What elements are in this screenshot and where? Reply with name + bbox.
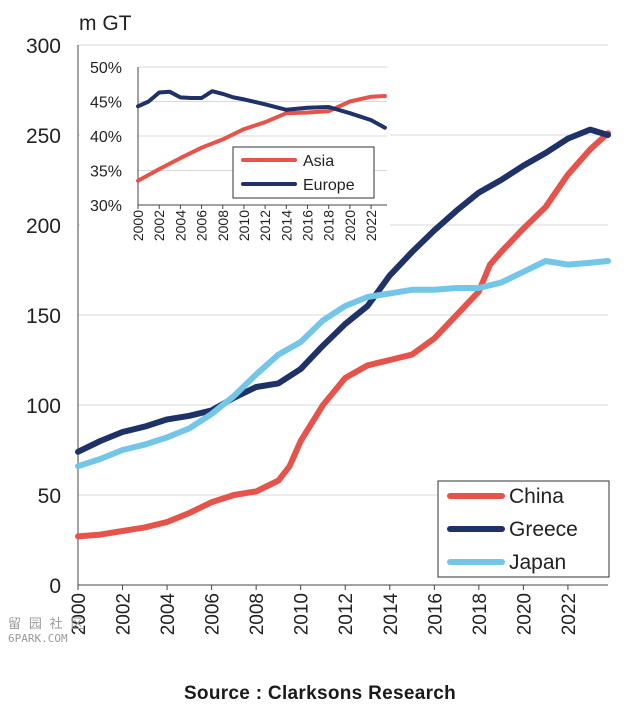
inset-x-tick-label: 2006 <box>194 210 210 241</box>
series-line-greece <box>75 126 611 455</box>
watermark-line-2: 6PARK.COM <box>8 632 68 645</box>
inset-y-tick-label: 35% <box>90 164 122 181</box>
source-caption: Source : Clarksons Research <box>183 683 457 704</box>
watermark: 留 园 社 区 6PARK.COM <box>8 618 83 646</box>
x-tick-label: 2012 <box>336 593 357 635</box>
inset-x-tick-label: 2004 <box>172 210 188 241</box>
y-tick-label: 200 <box>26 215 61 238</box>
inset-legend-label-europe: Europe <box>303 177 355 194</box>
inset-x-tick-label: 2008 <box>215 210 231 241</box>
legend-label-japan: Japan <box>509 551 566 574</box>
inset-x-tick-label: 2016 <box>300 210 316 241</box>
series-line-china <box>75 130 611 540</box>
inset-series-line-asia <box>136 94 387 183</box>
y-tick-label: 250 <box>26 125 61 148</box>
y-tick-label: 150 <box>26 305 61 328</box>
series-line-japan <box>75 258 611 470</box>
inset-series-line-europe <box>136 89 387 130</box>
x-tick-label: 2002 <box>114 593 135 635</box>
x-tick-label: 2000 <box>69 593 90 635</box>
y-tick-label: 300 <box>26 35 61 58</box>
inset-x-tick-label: 2018 <box>321 210 337 241</box>
inset-x-tick-label: 2010 <box>236 210 252 241</box>
legend-label-greece: Greece <box>509 518 578 541</box>
x-tick-label: 2018 <box>470 593 491 635</box>
legend-label-china: China <box>509 485 564 508</box>
x-tick-label: 2020 <box>514 593 535 635</box>
inset-y-tick-label: 40% <box>90 129 122 146</box>
x-tick-label: 2022 <box>559 593 580 635</box>
x-tick-label: 2016 <box>425 593 446 635</box>
y-axis-unit-label: m GT <box>79 12 132 35</box>
inset-y-tick-label: 50% <box>90 60 122 77</box>
x-tick-label: 2008 <box>247 593 268 635</box>
inset-x-tick-label: 2000 <box>130 210 146 241</box>
y-tick-label: 0 <box>49 575 61 598</box>
x-tick-label: 2004 <box>158 593 179 636</box>
x-tick-label: 2010 <box>292 593 313 635</box>
x-tick-label: 2014 <box>381 593 402 636</box>
inset-y-tick-label: 30% <box>90 198 122 215</box>
inset-x-tick-label: 2012 <box>257 210 273 241</box>
inset-x-tick-label: 2022 <box>363 210 379 241</box>
y-tick-label: 50 <box>38 485 61 508</box>
inset-y-tick-label: 45% <box>90 95 122 112</box>
inset-x-tick-label: 2002 <box>151 210 167 241</box>
watermark-line-1: 留 园 社 区 <box>8 617 84 632</box>
inset-x-tick-label: 2020 <box>342 210 358 241</box>
x-tick-label: 2006 <box>203 593 224 635</box>
inset-legend-label-asia: Asia <box>303 153 334 170</box>
inset-x-tick-label: 2014 <box>278 210 294 241</box>
inset-legend-box <box>232 146 375 199</box>
y-tick-label: 100 <box>26 395 61 418</box>
